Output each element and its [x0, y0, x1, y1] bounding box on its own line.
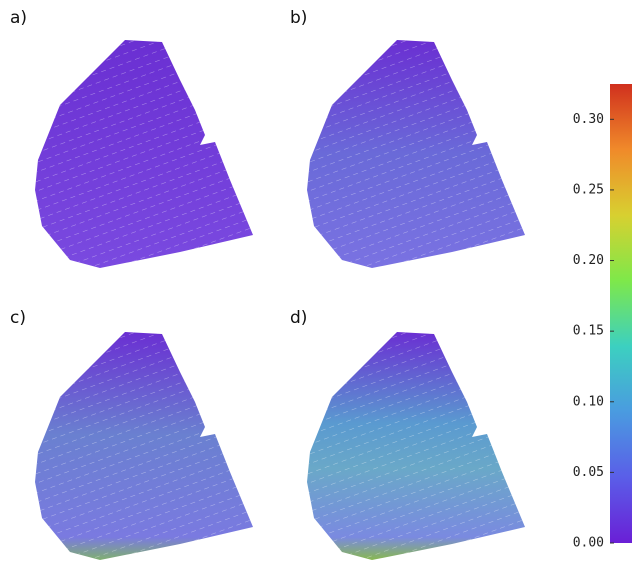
colorbar-tick-label: 0.20	[573, 253, 604, 268]
panel-label: c)	[10, 308, 26, 328]
colorbar-tick-label: 0.15	[573, 324, 604, 339]
colorbar-tick-label: 0.25	[573, 182, 604, 197]
panel-label: b)	[290, 8, 307, 28]
panel: d)	[290, 308, 525, 560]
colorbar-tick-label: 0.10	[573, 394, 604, 409]
panel: c)	[10, 308, 253, 560]
colorbar-tick-label: 0.05	[573, 465, 604, 480]
panel: a)	[10, 8, 253, 268]
colorbar: 0.00 0.05 0.10 0.15 0.20 0.25 0.30	[573, 84, 632, 551]
colorbar-bar	[610, 84, 632, 543]
panel-label: a)	[10, 8, 27, 28]
panel: b)	[290, 8, 525, 268]
colorbar-tick-label: 0.30	[573, 112, 604, 127]
panel-label: d)	[290, 308, 307, 328]
colorbar-tick-label: 0.00	[573, 536, 604, 551]
